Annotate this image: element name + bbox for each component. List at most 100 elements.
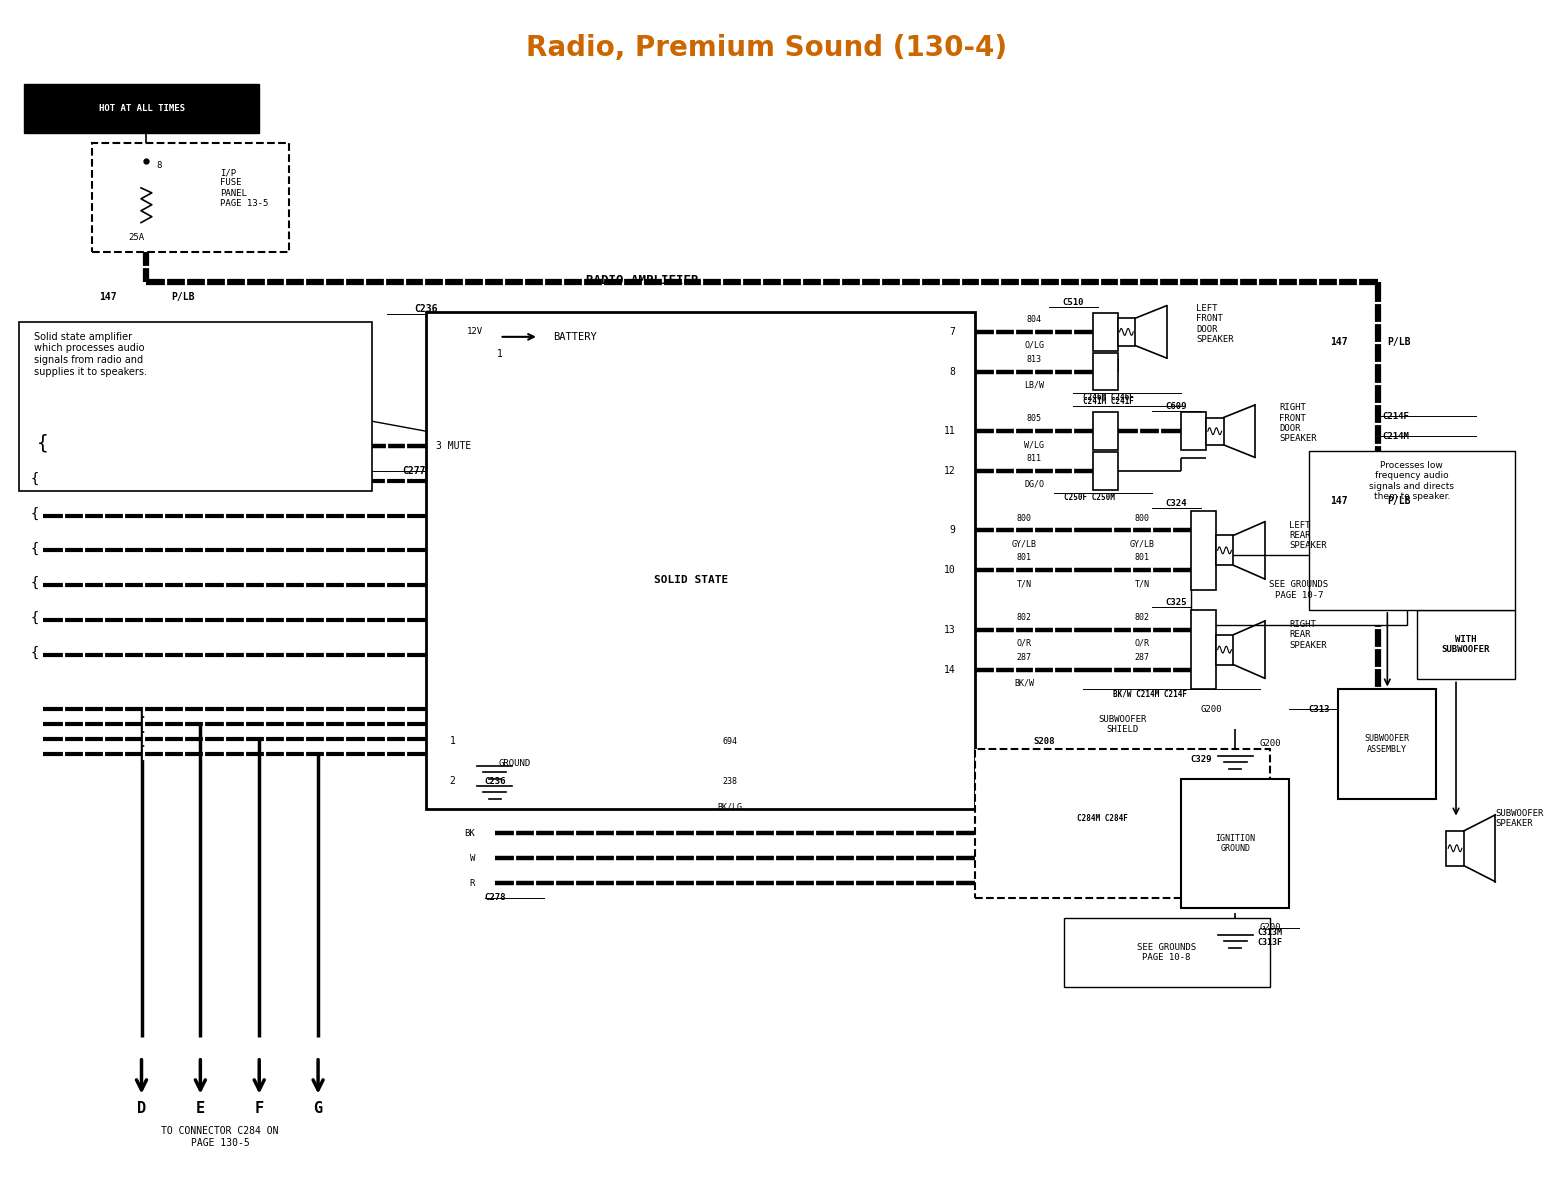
Text: 25A: 25A [129, 233, 145, 242]
Text: BK/LG: BK/LG [717, 803, 743, 811]
Text: C609: C609 [1166, 402, 1186, 412]
Text: 147: 147 [1331, 496, 1348, 505]
Text: {: { [37, 433, 48, 452]
Text: IGNITION
GROUND: IGNITION GROUND [1216, 834, 1255, 853]
Text: {: { [30, 541, 39, 556]
Text: LEFT
FRONT
DOOR
SPEAKER: LEFT FRONT DOOR SPEAKER [1196, 304, 1233, 344]
Text: C278: C278 [485, 894, 507, 902]
Text: 238: 238 [723, 776, 737, 786]
Text: 800: 800 [1017, 514, 1033, 522]
Text: R: R [470, 878, 474, 888]
Text: 3 MUTE: 3 MUTE [435, 442, 471, 451]
Text: C214F: C214F [1382, 412, 1409, 421]
Text: G200: G200 [1260, 923, 1281, 932]
Text: 10: 10 [944, 565, 956, 575]
Text: I/P
FUSE
PANEL
PAGE 13-5: I/P FUSE PANEL PAGE 13-5 [219, 168, 269, 209]
Text: Radio, Premium Sound (130-4): Radio, Premium Sound (130-4) [526, 34, 1008, 62]
Bar [1118, 318, 1135, 346]
Text: G: G [314, 1102, 322, 1116]
Text: 14: 14 [944, 665, 956, 674]
Text: RADIO AMPLIFIER: RADIO AMPLIFIER [586, 274, 698, 287]
Bar [1216, 635, 1233, 665]
Bar [1191, 511, 1216, 590]
Bar [1093, 313, 1118, 350]
Text: O/R: O/R [1017, 638, 1033, 648]
Text: 801: 801 [1017, 553, 1033, 563]
Text: BK/W C214M C214F: BK/W C214M C214F [1113, 689, 1186, 698]
Text: 287: 287 [1017, 653, 1033, 661]
Text: T/N: T/N [1017, 580, 1033, 588]
Text: G200: G200 [1200, 706, 1222, 714]
Bar [1309, 451, 1515, 610]
Text: W: W [470, 853, 474, 863]
Text: E: E [196, 1102, 205, 1116]
Text: SEE GROUNDS
PAGE 10-8: SEE GROUNDS PAGE 10-8 [1137, 943, 1196, 962]
Bar [426, 312, 975, 809]
Text: P/LB: P/LB [1387, 337, 1410, 347]
Text: {: { [30, 611, 39, 625]
Text: P/LB: P/LB [171, 292, 194, 302]
Text: {: { [30, 472, 39, 486]
Bar [1182, 413, 1205, 450]
Text: C241M C241F: C241M C241F [1084, 397, 1134, 407]
Text: C250F C250M: C250F C250M [1064, 493, 1115, 502]
Text: 12: 12 [944, 466, 956, 476]
Bar [1191, 610, 1216, 689]
Text: 802: 802 [1017, 613, 1033, 622]
Text: C313: C313 [1308, 704, 1330, 714]
Text: C325: C325 [1166, 598, 1186, 607]
Text: 2: 2 [449, 775, 456, 786]
Text: O/R: O/R [1135, 638, 1149, 648]
Text: SEE GROUNDS
PAGE 10-7: SEE GROUNDS PAGE 10-7 [1269, 581, 1328, 600]
Bar [19, 322, 372, 491]
Text: 804: 804 [1026, 314, 1042, 324]
Text: 8: 8 [156, 161, 162, 169]
Bar [1339, 689, 1437, 799]
Text: 1: 1 [449, 736, 456, 746]
Text: SOLID STATE: SOLID STATE [653, 575, 728, 586]
Text: W/LG: W/LG [1025, 440, 1045, 449]
Text: 802: 802 [1135, 613, 1149, 622]
Text: DG/O: DG/O [1025, 480, 1045, 488]
Text: C246M C246F: C246M C246F [1084, 394, 1134, 402]
Text: RIGHT
FRONT
DOOR
SPEAKER: RIGHT FRONT DOOR SPEAKER [1280, 403, 1317, 443]
Bar [1064, 918, 1269, 988]
Text: 1: 1 [496, 349, 502, 359]
Text: Processes low
frequency audio
signals and directs
them to speaker.: Processes low frequency audio signals an… [1370, 461, 1454, 502]
Text: SUBWOOFER
SHIELD: SUBWOOFER SHIELD [1098, 715, 1146, 734]
Bar [1093, 452, 1118, 490]
Bar [1182, 779, 1289, 908]
Text: C324: C324 [1166, 499, 1186, 508]
Bar [92, 143, 289, 252]
Text: 11: 11 [944, 426, 956, 436]
Text: WITH
SUBWOOFER: WITH SUBWOOFER [1441, 635, 1490, 654]
Text: C236: C236 [485, 776, 507, 786]
Text: RIGHT
REAR
SPEAKER: RIGHT REAR SPEAKER [1289, 620, 1326, 649]
Text: BK/W: BK/W [1014, 678, 1034, 688]
Text: 811: 811 [1026, 454, 1042, 463]
Text: 287: 287 [1135, 653, 1149, 661]
Text: 147: 147 [1331, 337, 1348, 347]
Text: C313M
C313F: C313M C313F [1256, 928, 1283, 947]
Bar [1417, 610, 1515, 679]
Text: C329: C329 [1190, 755, 1211, 764]
Text: TO CONNECTOR C284 ON
PAGE 130-5: TO CONNECTOR C284 ON PAGE 130-5 [162, 1127, 278, 1148]
Bar [975, 749, 1269, 898]
Text: SUBWOOFER
SPEAKER: SUBWOOFER SPEAKER [1496, 809, 1544, 828]
Bar [23, 84, 260, 133]
Text: GY/LB: GY/LB [1012, 540, 1037, 548]
Text: O/LG: O/LG [1025, 341, 1045, 350]
Text: HOT AT ALL TIMES: HOT AT ALL TIMES [98, 104, 185, 113]
Text: F: F [255, 1102, 264, 1116]
Text: 9: 9 [950, 526, 956, 535]
Text: Solid state amplifier
which processes audio
signals from radio and
supplies it t: Solid state amplifier which processes au… [34, 332, 146, 377]
Bar [1093, 353, 1118, 390]
Text: {: { [30, 646, 39, 660]
Bar [1093, 413, 1118, 450]
Bar [1205, 418, 1224, 445]
Text: C510: C510 [1062, 298, 1084, 307]
Text: {: { [30, 506, 39, 521]
Text: 13: 13 [944, 625, 956, 635]
Text: BK: BK [465, 829, 474, 838]
Text: S208: S208 [1033, 737, 1054, 746]
